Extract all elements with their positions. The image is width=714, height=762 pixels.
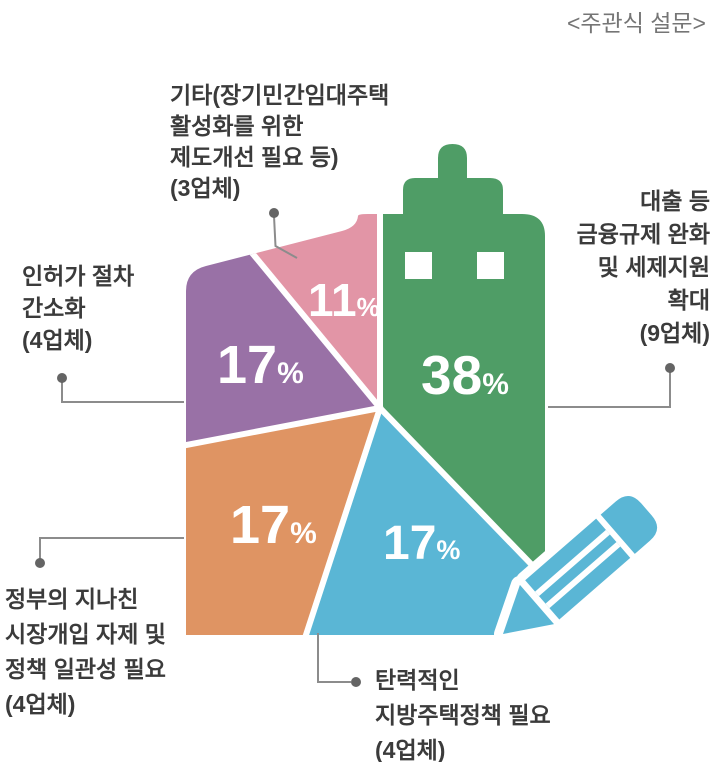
callout-local: 탄력적인 지방주택정책 필요 (4업체) (375, 663, 551, 762)
pie-center-dot (376, 404, 384, 412)
callout-etc: 기타(장기민간임대주택 활성화를 위한 제도개선 필요 등) (3업체) (170, 80, 389, 204)
pencil-stripe-top (535, 529, 610, 597)
pencil-icon (494, 487, 667, 643)
callout-etc-line: (3업체) (170, 175, 241, 201)
dot-finance (665, 363, 675, 373)
connector-local (317, 633, 351, 683)
pencil-body (525, 518, 631, 620)
callout-government: 정부의 지나친 시장개입 자제 및 정책 일관성 필요 (4업체) (5, 582, 166, 722)
window-left (405, 252, 432, 279)
callout-government-line: 정책 일관성 필요 (5, 656, 166, 682)
callout-etc-line: 제도개선 필요 등) (170, 144, 339, 170)
connector-permit (61, 381, 184, 403)
callout-government-line: (4업체) (5, 691, 76, 717)
callout-local-line: (4업체) (375, 737, 446, 762)
pct-local: 17% (383, 517, 460, 570)
dot-government (35, 558, 45, 568)
callout-etc-line: 활성화를 위한 (170, 113, 304, 139)
callout-finance-line: (9업체) (639, 320, 710, 346)
connector-government (39, 537, 184, 560)
callout-permit-line: (4업체) (22, 327, 93, 353)
callout-finance-line: 확대 (667, 287, 710, 313)
percent-labels: 38% 17% 11% 17% 17% (217, 274, 509, 570)
dot-local (351, 677, 361, 687)
connector-finance (548, 371, 671, 408)
callout-dots (35, 208, 675, 687)
callout-permit-line: 간소화 (22, 295, 86, 321)
callout-government-line: 정부의 지나친 (5, 586, 139, 612)
callout-etc-line: 기타(장기민간임대주택 (170, 82, 390, 108)
survey-type-note: <주관식 설문> (566, 10, 706, 36)
callout-permit-line: 인허가 절차 (22, 263, 135, 289)
window-right (477, 252, 504, 279)
slice-permit (186, 144, 380, 503)
dot-etc (269, 208, 279, 218)
callout-permit: 인허가 절차 간소화 (4업체) (22, 260, 134, 356)
pencil-tip (503, 584, 555, 634)
callout-connectors (39, 215, 671, 683)
slice-local-policy (222, 408, 545, 635)
callout-finance-line: 및 세제지원 (597, 254, 710, 280)
pct-etc: 11% (308, 274, 380, 326)
callout-finance: 대출 등 금융규제 완화 및 세제지원 확대 (9업체) (577, 185, 710, 350)
pencil-stripe-bottom (545, 541, 621, 609)
callout-local-line: 탄력적인 (375, 667, 460, 693)
slice-government (186, 408, 380, 635)
callout-local-line: 지방주택정책 필요 (375, 702, 551, 728)
pct-permit: 17% (217, 335, 304, 395)
callout-finance-line: 대출 등 (640, 188, 710, 214)
pct-government: 17% (230, 495, 317, 555)
pencil-eraser (600, 496, 658, 554)
callout-finance-line: 금융규제 완화 (576, 221, 710, 247)
pct-finance: 38% (421, 344, 509, 406)
connector-etc (273, 215, 298, 259)
dot-permit (57, 373, 67, 383)
callout-government-line: 시장개입 자제 및 (5, 621, 166, 647)
